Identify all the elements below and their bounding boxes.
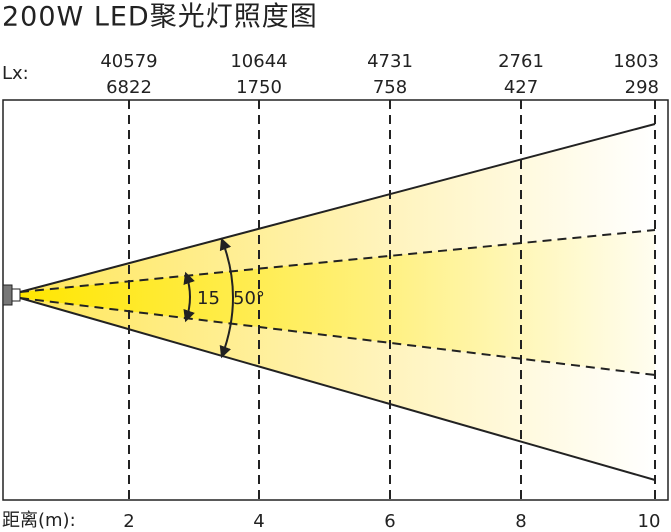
- lux-row2: 6822: [106, 77, 152, 98]
- outer-edge: [19, 297, 656, 481]
- lux-row2: 298: [625, 77, 659, 98]
- distance-label: 距离(m):: [2, 510, 76, 531]
- lamp-lens: [11, 288, 21, 302]
- inner-edge: [19, 297, 656, 376]
- lux-row2: 1750: [236, 77, 282, 98]
- lux-row1: 2761: [498, 51, 544, 72]
- outer-angle-arrow: [219, 237, 234, 359]
- lamp: [2, 284, 13, 306]
- inner-beam: [20, 230, 655, 375]
- lux-label: Lx:: [2, 63, 29, 84]
- outer-edge: [19, 123, 656, 293]
- lux-row1: 10644: [230, 51, 287, 72]
- lux-row1: 40579: [100, 51, 157, 72]
- title: 200W LED聚光灯照度图: [2, 2, 318, 33]
- inner-angle: 15: [197, 288, 220, 309]
- lux-row1: 1803: [613, 51, 659, 72]
- lux-row1: 4731: [367, 51, 413, 72]
- lux-row2: 427: [504, 77, 538, 98]
- inner-edge: [19, 229, 656, 293]
- distance: 4: [253, 511, 264, 532]
- lux-row2: 758: [373, 77, 407, 98]
- distance: 6: [384, 511, 395, 532]
- inner-angle-arrow: [183, 271, 195, 323]
- distance: 8: [515, 511, 526, 532]
- distance: 2: [123, 511, 134, 532]
- outer-angle: 50°: [233, 288, 265, 309]
- distance: 10: [638, 511, 661, 532]
